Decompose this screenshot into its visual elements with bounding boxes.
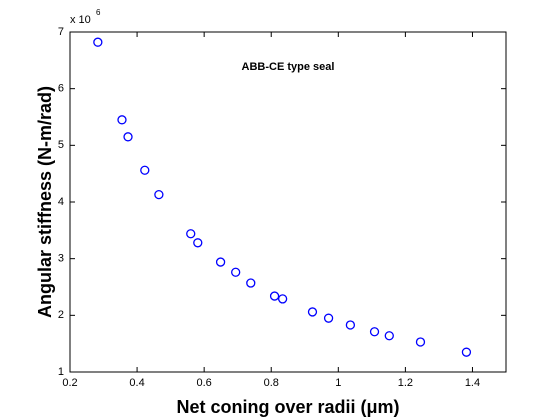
x-tick-label: 1.4: [465, 377, 480, 389]
point: [231, 267, 241, 277]
y-tick-label: 6: [58, 83, 64, 95]
x-tick-label: 1: [335, 377, 341, 389]
y-axis-label: Angular stiffness (N-m/rad): [35, 86, 55, 318]
annotation: ABB-CE type seal: [242, 61, 335, 73]
point: [323, 313, 334, 323]
point: [186, 229, 196, 239]
x-tick-label: 0.8: [264, 377, 279, 389]
point: [269, 291, 280, 301]
point: [384, 331, 394, 341]
point: [193, 238, 203, 248]
point: [461, 347, 472, 357]
x-tick-label: 0.4: [129, 377, 144, 389]
x-tick-label: 1.2: [398, 377, 413, 389]
point: [93, 37, 103, 47]
y-multiplier-exponent: 6: [96, 8, 101, 17]
point: [154, 189, 164, 200]
point: [215, 257, 226, 267]
y-tick-label: 7: [58, 26, 64, 38]
y-multiplier: x 10: [70, 14, 91, 26]
y-tick-label: 3: [58, 253, 64, 265]
y-tick-label: 2: [58, 309, 64, 321]
x-axis-label: Net coning over radii (μm): [176, 397, 399, 417]
y-tick-label: 1: [58, 366, 64, 378]
point: [345, 320, 356, 330]
point: [277, 294, 288, 304]
x-tick-label: 0.2: [62, 377, 77, 389]
point: [117, 115, 127, 125]
y-tick-label: 5: [58, 139, 64, 151]
x-tick-label: 0.6: [197, 377, 212, 389]
y-tick-label: 4: [58, 196, 64, 208]
plot-frame: [69, 31, 507, 373]
point: [123, 132, 133, 142]
point: [415, 337, 426, 347]
point: [369, 327, 380, 337]
point: [140, 165, 150, 175]
point: [246, 278, 256, 288]
point: [307, 307, 318, 317]
